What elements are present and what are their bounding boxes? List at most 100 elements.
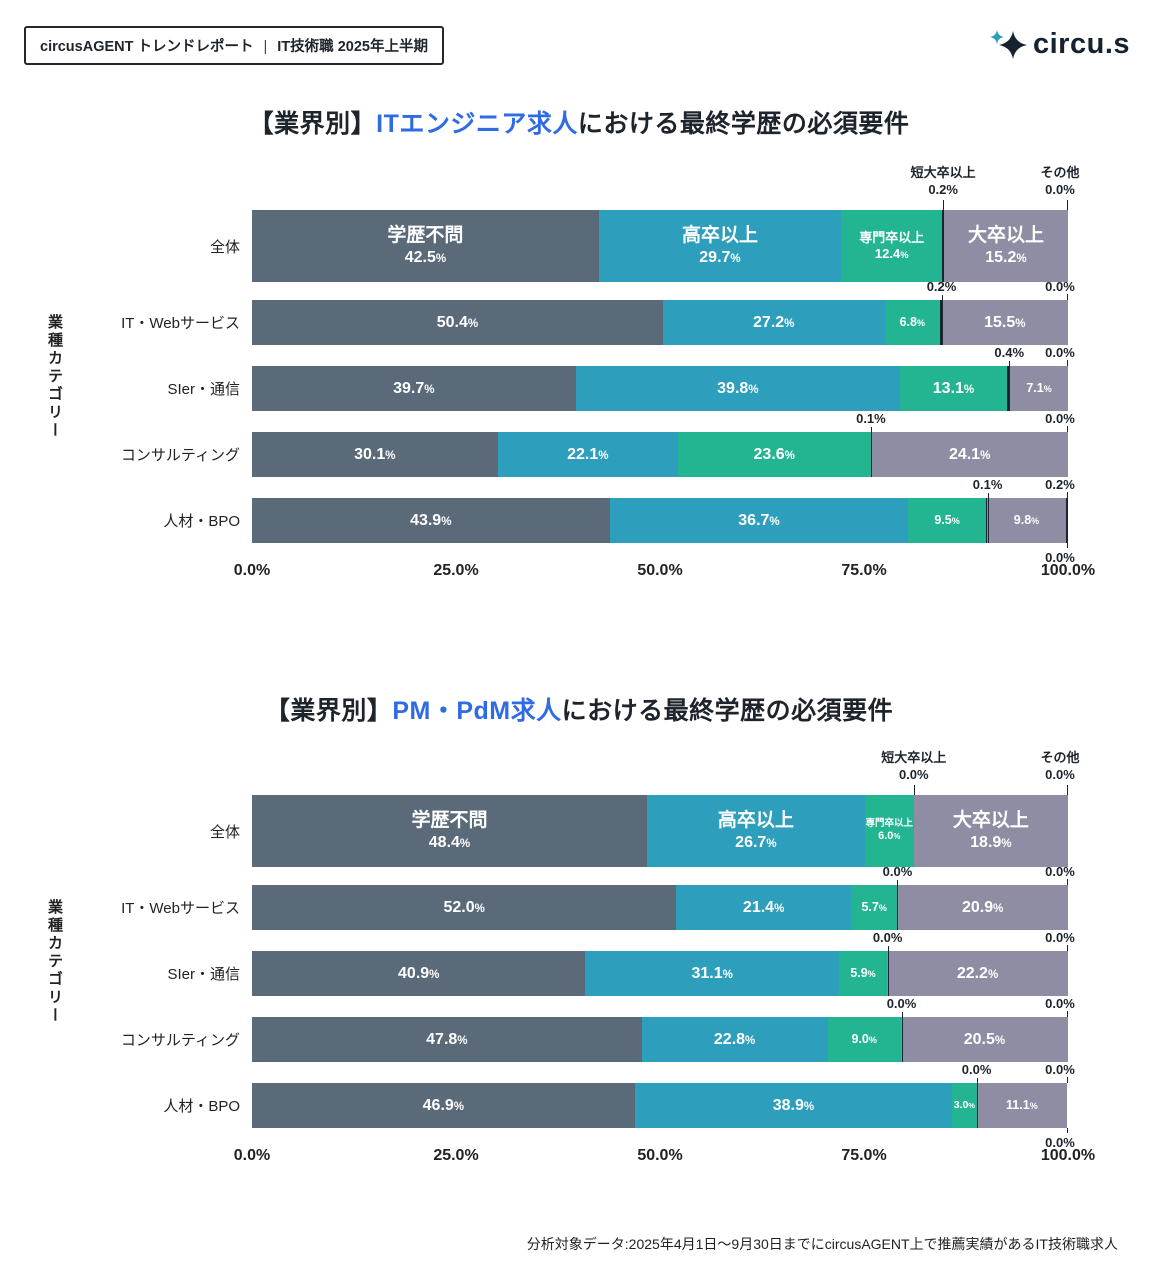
callout-junior-college-value: 0.2% (926, 279, 957, 294)
segment-junior-college-grad (985, 498, 987, 543)
callout-other-value: 0.0% (1045, 930, 1075, 945)
segment-vocational-grad: 9.0% (827, 1017, 901, 1062)
row-label: IT・Webサービス (121, 315, 240, 332)
callout-junior-college-tick (897, 880, 899, 930)
stacked-bar: 46.9% 38.9% 3.0% 11.1% (252, 1083, 1068, 1128)
x-axis-tick-label: 75.0% (841, 1147, 887, 1164)
segment-value-label: 42.5% (404, 248, 447, 266)
segment-value-label: 52.0% (443, 898, 485, 916)
segment-junior-college-grad (940, 300, 942, 345)
callout-other-value: 0.0% (1045, 411, 1075, 426)
callout-junior-college-value: 0.0% (882, 864, 913, 879)
chart-title-highlight: ITエンジニア求人 (376, 110, 578, 138)
segment-vocational-grad: 3.0% (952, 1083, 977, 1128)
callout-junior-college-value: 0.1% (856, 411, 886, 426)
segment-high-school-grad: 22.1% (497, 432, 678, 477)
below-note-value: 0.0% (1045, 550, 1075, 565)
callout-other-value: 0.0% (1045, 864, 1075, 879)
segment-value-label: 39.7% (393, 379, 435, 397)
segment-value-label: 30.1% (354, 445, 396, 463)
below-note-value: 0.0% (1045, 1135, 1075, 1150)
callout-junior-college-tick (901, 1012, 903, 1062)
segment-value-label: 39.8% (717, 379, 759, 397)
row-label: SIer・通信 (167, 381, 240, 398)
segment-value-label: 43.9% (410, 511, 452, 529)
callout-junior-college-value: 0.0% (886, 996, 917, 1011)
segment-university-grad: 11.1% (976, 1083, 1068, 1128)
callout-other-tick (1067, 1011, 1068, 1017)
callout-junior-college-label: 短大卒以上 (881, 750, 947, 765)
brand-logo-text: circu.s (1033, 28, 1130, 60)
segment-value-label: 50.4% (436, 313, 479, 331)
callout-junior-college-value: 0.0% (898, 767, 929, 782)
callout-other-value: 0.0% (1045, 182, 1075, 197)
callout-other-tick (1067, 294, 1068, 300)
chart-title-suffix: における最終学歴の必須要件 (577, 110, 910, 138)
segment-university-grad: 20.5% (900, 1017, 1068, 1062)
segment-high-school-grad: 高卒以上 26.7% (646, 795, 865, 867)
segment-value-label: 9.0% (851, 1031, 877, 1046)
stacked-bar: 43.9% 36.7% 9.5% 9.8% (252, 498, 1068, 543)
x-axis-tick-label: 25.0% (433, 562, 479, 579)
segment-value-label: 46.9% (422, 1096, 465, 1114)
callout-junior-college-tick (976, 1078, 978, 1128)
row-label: SIer・通信 (167, 966, 240, 983)
segment-value-label: 22.2% (956, 964, 999, 982)
stacked-bar: 学歴不問 48.4% 高卒以上 26.7% 専門卒以上 6.0% 大卒以上 18.9% (252, 795, 1068, 867)
callout-other-value: 0.0% (1045, 996, 1075, 1011)
y-axis-label: 業種カテゴリー (46, 898, 63, 1025)
segment-university-grad: 22.2% (887, 951, 1068, 996)
segment-no-requirement: 学歴不問 42.5% (252, 210, 599, 282)
segment-vocational-grad: 専門卒以上 6.0% (864, 795, 914, 867)
segment-university-grad: 大卒以上 18.9% (913, 795, 1068, 867)
segment-university-grad: 20.9% (897, 885, 1068, 930)
segment-other (1066, 498, 1068, 543)
segment-value-label: 6.8% (899, 314, 926, 329)
chart-title-highlight: PM・PdM求人 (392, 697, 562, 725)
y-axis-label: 業種カテゴリー (46, 313, 63, 440)
callout-other-value: 0.0% (1045, 345, 1075, 360)
badge-brand: circusAGENT トレンドレポート (40, 39, 254, 55)
segment-high-school-grad: 39.8% (575, 366, 901, 411)
chart-title: 【業界別】PM・PdM求人における最終学歴の必須要件 (0, 691, 1158, 727)
segment-vocational-grad: 5.9% (838, 951, 888, 996)
segment-value-label: 11.1% (1006, 1097, 1038, 1112)
x-axis-tick-label: 0.0% (233, 1147, 271, 1164)
report-badge: circusAGENT トレンドレポート | IT技術職 2025年上半期 (24, 26, 444, 65)
stacked-bar: 50.4% 27.2% 6.8% 15.5% (252, 300, 1068, 345)
stacked-bar: 47.8% 22.8% 9.0% 20.5% (252, 1017, 1068, 1062)
chart-title-suffix: における最終学歴の必須要件 (561, 697, 894, 725)
segment-value-label: 3.0% (953, 1098, 976, 1111)
segment-university-grad: 24.1% (871, 432, 1068, 477)
segment-no-requirement: 47.8% (252, 1017, 642, 1062)
segment-value-label: 48.4% (428, 833, 471, 851)
badge-divider: | (263, 39, 268, 55)
segment-high-school-grad: 36.7% (609, 498, 909, 543)
below-note-tick (1067, 543, 1068, 548)
segment-vocational-grad: 23.6% (677, 432, 871, 477)
segment-value-label: 7.1% (1026, 380, 1052, 395)
segment-vocational-grad: 9.5% (908, 498, 986, 543)
segment-no-requirement: 52.0% (252, 885, 677, 930)
segment-junior-college-grad (1006, 366, 1011, 411)
callout-other-tick (1067, 200, 1068, 210)
segment-name-label: 大卒以上 (952, 810, 1029, 832)
segment-name-label: 学歴不問 (387, 225, 464, 247)
row-label: 人材・BPO (163, 513, 240, 530)
callout-junior-college-value: 0.4% (994, 345, 1025, 360)
callout-other-value: 0.2% (1045, 477, 1075, 492)
callout-other-label: その他 (1040, 165, 1080, 180)
callout-junior-college-value: 0.0% (872, 930, 903, 945)
segment-name-label: 専門卒以上 (865, 818, 914, 830)
x-axis-tick-label: 0.0% (233, 562, 271, 579)
segment-value-label: 38.9% (772, 1096, 815, 1114)
row-label: コンサルティング (120, 1032, 240, 1049)
segment-value-label: 20.5% (963, 1030, 1006, 1048)
segment-junior-college-grad (942, 210, 944, 282)
x-axis-tick-label: 100.0% (1040, 562, 1096, 579)
segment-value-label: 12.4% (874, 246, 909, 261)
segment-name-label: 高卒以上 (717, 810, 794, 832)
callout-junior-college-tick (1009, 361, 1011, 411)
callout-junior-college-tick (987, 493, 989, 543)
chart-title-prefix: 【業界別】 (248, 110, 377, 138)
